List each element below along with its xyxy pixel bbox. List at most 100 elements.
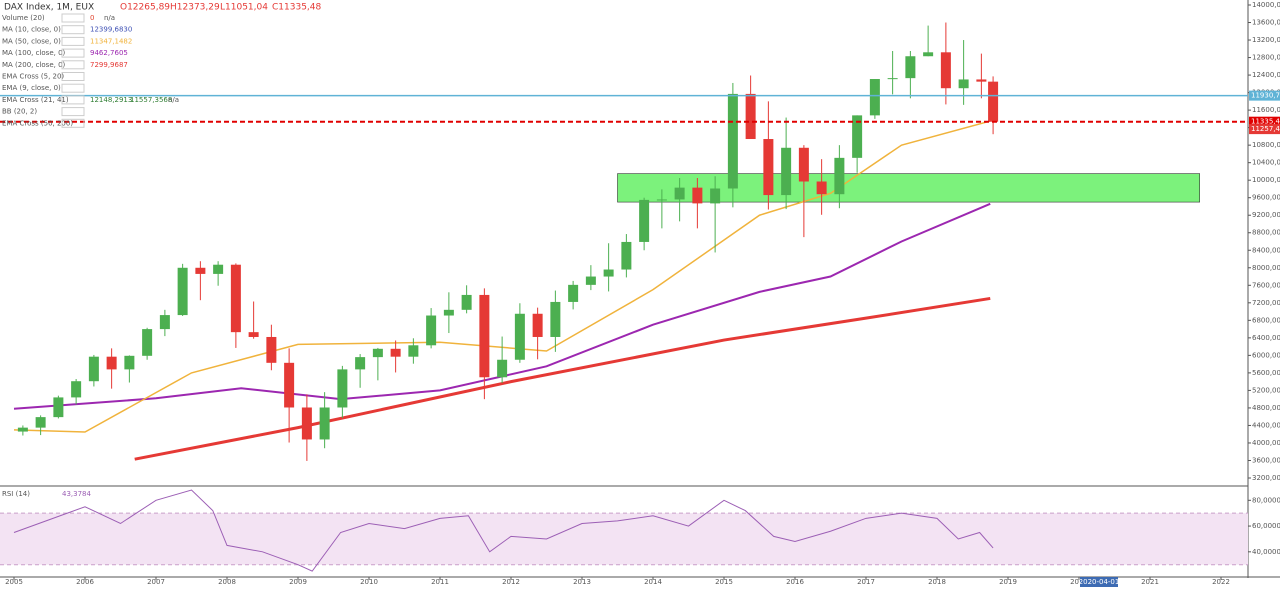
candle-body [443,309,454,316]
indicator-value: 9462,7605 [90,49,128,57]
x-tick-label: 2011 [431,578,449,586]
indicator-name: EMA (9, close, 0) [2,84,61,92]
y-tick-label: 10000,00 [1252,176,1280,184]
rsi-tick-label: 80,0000 [1252,496,1280,504]
y-tick-label: 3600,00 [1252,456,1280,464]
indicator-value: 11347,1482 [90,37,132,45]
candle-body [976,79,987,82]
level-label: 11930,71 [1251,92,1280,100]
candle-body [461,294,472,310]
x-tick-label: 2022 [1212,578,1230,586]
indicator-name: BB (20, 2) [2,108,37,116]
x-tick-label: 2013 [573,578,591,586]
level-label: 11335,48 [1251,118,1280,126]
candle-body [35,417,46,428]
candle-body [532,313,543,337]
candle-body [497,359,508,378]
x-tick-label: 2019 [999,578,1017,586]
candle-body [958,79,969,89]
indicator-extra: n/a [168,96,179,104]
candle-body [17,427,28,432]
candle-body [372,348,383,358]
indicator-name: Volume (20) [2,14,45,22]
y-tick-label: 8000,00 [1252,264,1280,272]
candle-body [674,187,685,200]
y-tick-label: 7600,00 [1252,281,1280,289]
y-tick-label: 9600,00 [1252,194,1280,202]
candle-body [745,93,756,140]
candle-body [266,336,277,363]
candle-body [710,188,721,204]
candle-body [988,81,999,122]
moving-average [13,120,991,433]
candle-body [88,356,99,382]
candle-body [319,407,330,440]
rsi-name: RSI (14) [2,490,30,498]
candle-body [603,269,614,277]
x-tick-label: 2015 [715,578,733,586]
x-tick-label: 2007 [147,578,165,586]
y-tick-label: 10800,00 [1252,141,1280,149]
moving-average [134,296,991,461]
candle-body [940,52,951,89]
y-tick-label: 6000,00 [1252,351,1280,359]
candle-body [568,284,579,302]
indicator-buttons [61,118,85,128]
y-tick-label: 8800,00 [1252,229,1280,237]
indicator-name: EMA Cross (5, 20) [2,73,64,81]
rsi-tick-label: 60,0000 [1252,522,1280,530]
y-tick-label: 12800,00 [1252,54,1280,62]
indicator-value: 0 [90,14,94,22]
y-tick-label: 12400,00 [1252,71,1280,79]
x-tick-label: 2018 [928,578,946,586]
candle-body [923,52,934,57]
candle-body [816,181,827,195]
rsi-tick-label: 40,0000 [1252,548,1280,556]
candle-body [408,345,419,357]
x-tick-label: 2014 [644,578,662,586]
candle-body [514,313,525,360]
candle-body [355,357,366,370]
x-tick-label: 2008 [218,578,236,586]
rsi-line [13,489,994,572]
y-tick-label: 10400,00 [1252,159,1280,167]
candle-body [230,264,241,333]
support-zone [617,173,1201,203]
header-low: L11051,04 [220,3,268,13]
y-tick-label: 5200,00 [1252,386,1280,394]
candle-body [337,369,348,408]
candle-body [550,301,561,337]
indicator-buttons [61,13,85,23]
indicator-value: 7299,9687 [90,61,128,69]
cursor-label: 2020-04-01 [1079,578,1120,586]
indicator-value: 12399,6830 [90,26,132,34]
cursor-label-bg [1080,577,1118,587]
indicator-name: MA (200, close, 0) [2,61,66,69]
candle-body [639,199,650,242]
candle-body [177,267,188,316]
indicator-buttons [61,95,85,105]
y-tick-label: 4400,00 [1252,421,1280,429]
candle-body [71,381,82,398]
level-badge [1249,90,1280,101]
x-tick-label: 2017 [857,578,875,586]
x-tick-label: 2020 [1070,578,1088,586]
x-tick-label: 2005 [5,578,23,586]
y-tick-label: 5600,00 [1252,369,1280,377]
price-label: 11257,43 [1251,125,1280,133]
candle-body [142,329,153,356]
y-tick-label: 3200,00 [1252,474,1280,482]
candle-body [390,348,401,357]
candle-body [692,187,703,204]
indicator-value: 12148,2913 [90,96,132,104]
indicator-buttons [61,48,85,58]
y-tick-label: 11600,00 [1252,106,1280,114]
y-tick-label: 13200,00 [1252,36,1280,44]
y-tick-label: 4800,00 [1252,404,1280,412]
y-tick-label: 13600,00 [1252,19,1280,27]
candle-body [248,332,259,337]
indicator-name: MA (10, close, 0) [2,26,61,34]
header-title: DAX Index, 1M, EUX [4,3,94,13]
rsi-band [0,513,1248,565]
